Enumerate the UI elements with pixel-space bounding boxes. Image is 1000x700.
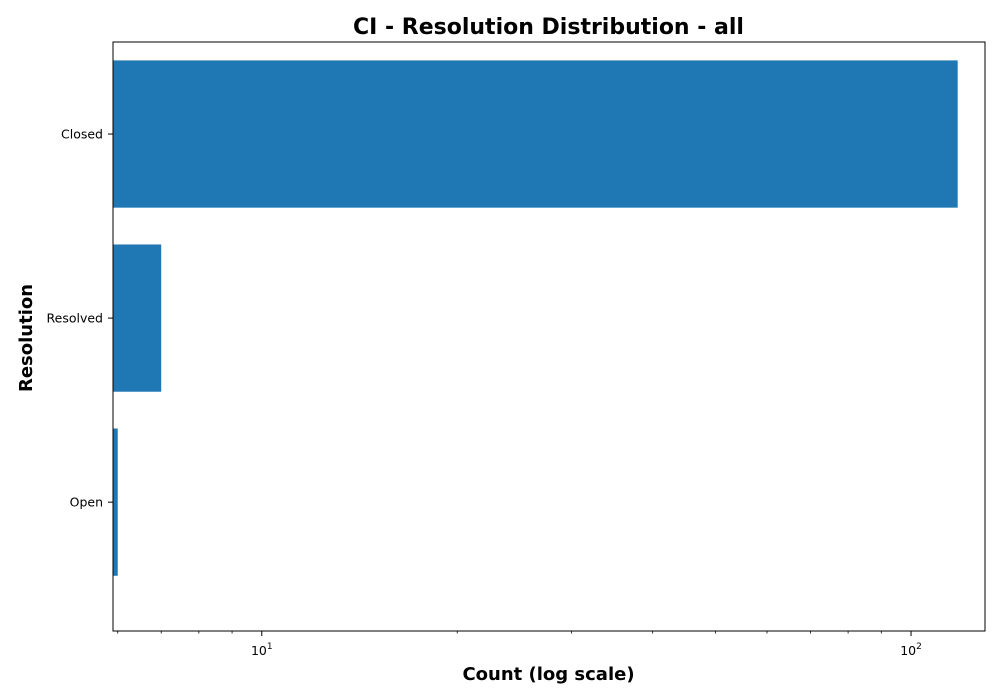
x-ticks-group: 101 102 [117, 631, 922, 658]
y-tick-label-resolved: Resolved [47, 311, 103, 326]
bar-resolved [113, 244, 162, 392]
x-tick-label: 101 [251, 642, 273, 658]
x-tick-label-base: 10 [251, 643, 267, 658]
x-tick-label-exponent: 2 [916, 642, 922, 652]
y-axis-label: Resolution [16, 284, 37, 392]
bars-group [113, 60, 958, 576]
y-ticks-group: Closed Resolved Open [47, 127, 113, 510]
y-tick-label-closed: Closed [61, 127, 103, 142]
x-tick-label-exponent: 1 [267, 642, 273, 652]
x-axis-label: Count (log scale) [462, 664, 634, 685]
bar-closed [113, 60, 958, 208]
bar-open [113, 428, 118, 576]
chart-title: CI - Resolution Distribution - all [353, 15, 744, 40]
plot-area-frame [112, 41, 986, 632]
y-tick-label-open: Open [70, 495, 103, 510]
x-tick-label-base: 10 [900, 643, 916, 658]
x-tick-label: 102 [900, 642, 922, 658]
